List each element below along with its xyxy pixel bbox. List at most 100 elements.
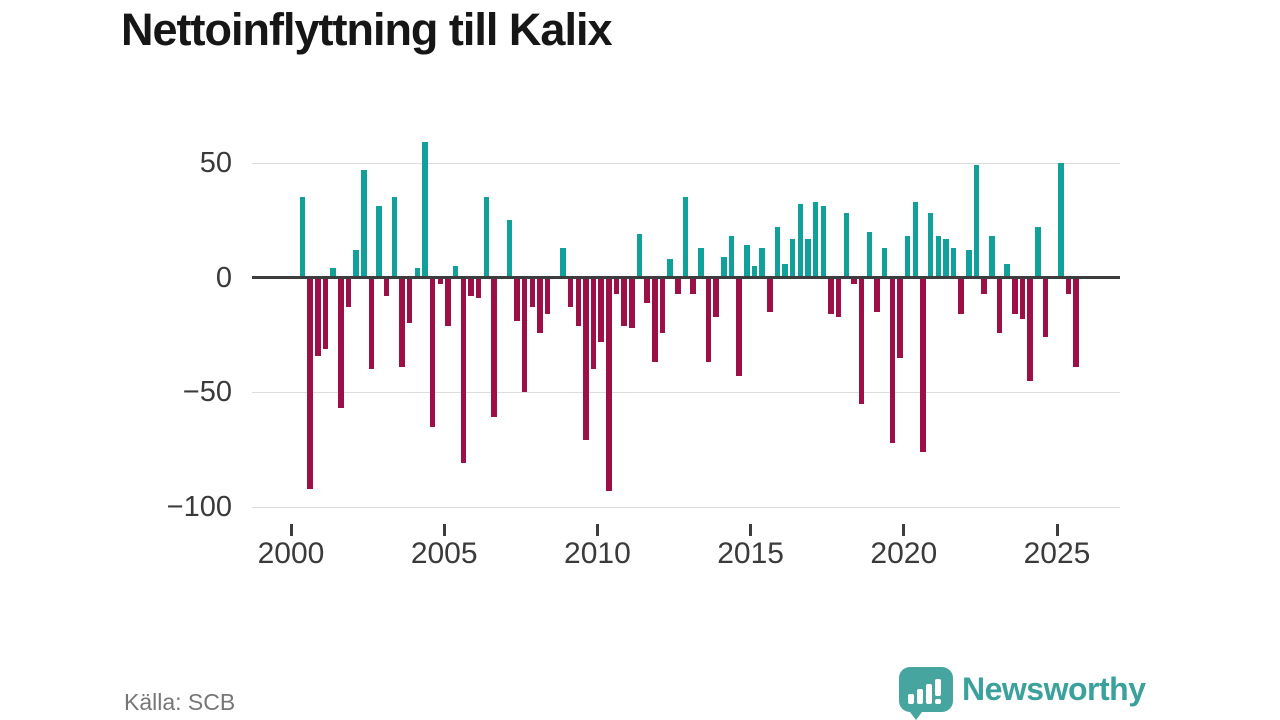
bar: [567, 277, 574, 308]
bar: [858, 277, 865, 404]
bar: [1012, 277, 1018, 315]
bar: [1019, 277, 1026, 319]
bar: [383, 277, 390, 296]
bar: [514, 277, 520, 322]
bar: [445, 277, 451, 326]
x-axis-label: 2025: [1023, 537, 1091, 570]
bar: [391, 197, 398, 278]
bar: [583, 277, 589, 441]
bar: [897, 277, 903, 358]
bar: [315, 277, 321, 356]
bar: [1073, 277, 1079, 367]
x-axis-tick: [595, 524, 599, 536]
x-axis-label: 2005: [410, 537, 478, 570]
bar: [981, 277, 987, 294]
gridline-y-100: [252, 506, 1120, 508]
bar: [414, 268, 421, 278]
bar: [1035, 227, 1041, 278]
bar: [935, 236, 942, 278]
bar: [889, 277, 896, 443]
bar: [812, 201, 819, 278]
x-axis-tick: [289, 524, 293, 536]
bar: [598, 277, 604, 342]
bar: [843, 213, 850, 278]
bar: [904, 236, 911, 278]
bar: [759, 247, 765, 278]
bar: [652, 277, 658, 363]
bar: [828, 277, 834, 315]
bar: [483, 197, 490, 278]
bar: [406, 277, 413, 324]
x-axis-tick: [1055, 524, 1059, 536]
bar: [529, 277, 536, 308]
gridline-y50: [252, 162, 1120, 164]
bar: [782, 263, 788, 278]
newsworthy-chart-bubble-icon: [899, 667, 953, 720]
bar: [958, 277, 964, 315]
bar: [721, 256, 727, 278]
bar: [728, 236, 735, 278]
bar: [705, 277, 712, 363]
bar: [1027, 277, 1033, 381]
bar: [996, 277, 1003, 333]
bar: [989, 236, 995, 278]
bar: [575, 277, 582, 326]
y-axis-label: −100: [166, 490, 232, 523]
bar: [368, 277, 375, 370]
chart-title: Nettoinflyttning till Kalix: [121, 4, 612, 55]
bar: [606, 277, 612, 491]
bar: [376, 206, 382, 278]
bar: [767, 277, 773, 312]
bar: [751, 266, 758, 278]
x-axis-label: 2000: [257, 537, 325, 570]
bar: [835, 277, 842, 317]
x-axis-tick: [749, 524, 753, 536]
bar: [629, 277, 635, 328]
x-axis-label: 2015: [717, 537, 784, 570]
bar: [590, 277, 597, 370]
newsworthy-logo: Newsworthy: [899, 665, 1159, 720]
bar: [636, 233, 643, 278]
bar: [422, 142, 428, 278]
bar: [789, 238, 796, 278]
y-axis-label: −50: [182, 376, 232, 409]
bar: [805, 238, 811, 278]
bar: [560, 247, 566, 278]
bar: [299, 197, 306, 278]
bar: [927, 213, 934, 278]
bar: [322, 277, 329, 349]
bar: [399, 277, 405, 367]
y-axis-label: 0: [215, 261, 232, 294]
zero-axis-line: [252, 276, 1120, 279]
bar: [544, 277, 551, 315]
bar: [659, 277, 666, 333]
bar: [452, 266, 459, 278]
bar: [307, 277, 313, 489]
bar: [437, 277, 444, 285]
bar: [1004, 263, 1010, 278]
bar: [361, 169, 367, 278]
source-note: Källa: SCB: [124, 689, 236, 715]
bar: [1042, 277, 1049, 338]
bar: [820, 206, 827, 278]
bar: [506, 220, 513, 278]
bar: [866, 231, 873, 278]
bar: [537, 277, 543, 333]
bar: [774, 227, 781, 278]
bar: [690, 277, 696, 294]
bar: [912, 201, 919, 278]
gridline-y-50: [252, 392, 1120, 394]
bar: [667, 259, 673, 278]
bar: [330, 268, 336, 278]
bar: [797, 204, 804, 278]
bar: [1058, 162, 1064, 278]
bar: [675, 277, 681, 294]
bar-chart-exclamation-icon: [908, 677, 946, 704]
bar: [338, 277, 344, 409]
bar: [713, 277, 719, 317]
bar: [973, 165, 980, 278]
x-axis-label: 2010: [564, 537, 631, 570]
bar: [698, 247, 704, 278]
bar: [644, 277, 650, 303]
